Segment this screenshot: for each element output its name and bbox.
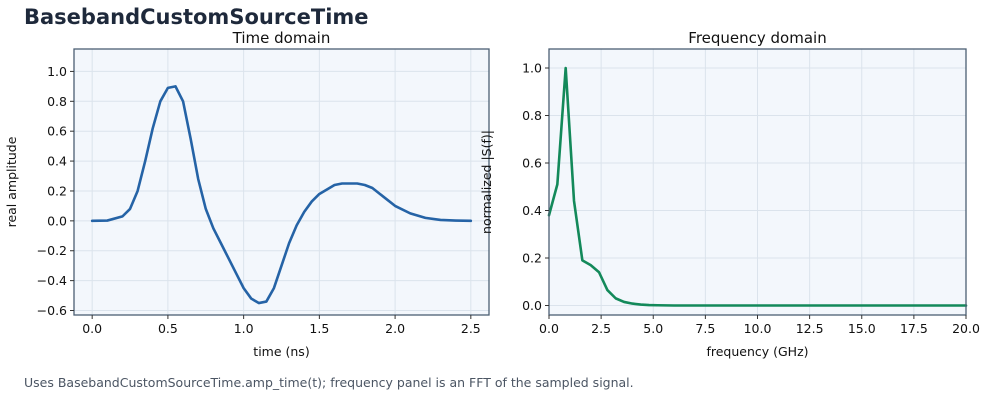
time-series-line [90, 85, 473, 305]
time-y-axis-label: real amplitude [4, 136, 19, 227]
time-plot-frame [73, 48, 490, 316]
freq-xtick-label: 2.5 [591, 321, 611, 336]
time-xtick-label: 2.0 [385, 321, 405, 336]
time-ytick-label: −0.4 [37, 273, 67, 288]
freq-xtick-label: 20.0 [952, 321, 980, 336]
time-domain-panel: 0.0 0.5 1.0 1.5 2.0 2.5 −0.6 −0.4 −0.2 0.0 0.2 0.4 0… [4, 29, 490, 359]
time-xtick-label: 1.0 [234, 321, 254, 336]
freq-ytick-label: 0.8 [522, 108, 542, 123]
freq-xtick-label: 7.5 [695, 321, 715, 336]
freq-xtick-label: 10.0 [744, 321, 772, 336]
page-title: BasebandCustomSourceTime [24, 5, 369, 29]
footnote: Uses BasebandCustomSourceTime.amp_time(t… [24, 375, 634, 390]
time-plot-background [74, 49, 489, 315]
freq-xtick-label: 17.5 [900, 321, 928, 336]
time-xtick-label: 0.0 [82, 321, 102, 336]
freq-ytick-label: 0.4 [522, 203, 542, 218]
freq-xtick-label: 12.5 [796, 321, 824, 336]
time-ytick-label: 0.0 [47, 213, 67, 228]
time-ytick-label: 0.4 [47, 154, 67, 169]
freq-xtick-label: 15.0 [848, 321, 876, 336]
time-xtick-label: 2.5 [461, 321, 481, 336]
frequency-domain-panel: 0.0 2.5 5.0 7.5 10.0 12.5 15.0 17.5 20.0 0.0 0.2 0.… [479, 29, 980, 359]
freq-ytick-label: 0.6 [522, 156, 542, 171]
time-xtick-label: 1.5 [309, 321, 329, 336]
freq-y-axis-label: normalized |S(f)| [479, 130, 494, 234]
time-xtick-label: 0.5 [158, 321, 178, 336]
freq-ytick-label: 1.0 [522, 61, 542, 76]
freq-xtick-label: 0.0 [539, 321, 559, 336]
time-panel-title: Time domain [232, 29, 331, 47]
freq-x-axis-label: frequency (GHz) [706, 344, 808, 359]
freq-ytick-label: 0.0 [522, 298, 542, 313]
freq-panel-title: Frequency domain [688, 29, 826, 47]
time-ytick-label: 0.6 [47, 124, 67, 139]
time-x-axis-label: time (ns) [253, 344, 309, 359]
time-ytick-label: −0.2 [37, 243, 67, 258]
freq-xtick-label: 5.0 [643, 321, 663, 336]
freq-series-line [547, 66, 968, 307]
time-ytick-label: 0.2 [47, 183, 67, 198]
time-ytick-label: −0.6 [37, 303, 67, 318]
time-ytick-label: 1.0 [47, 64, 67, 79]
time-ytick-label: 0.8 [47, 94, 67, 109]
freq-ytick-label: 0.2 [522, 251, 542, 266]
